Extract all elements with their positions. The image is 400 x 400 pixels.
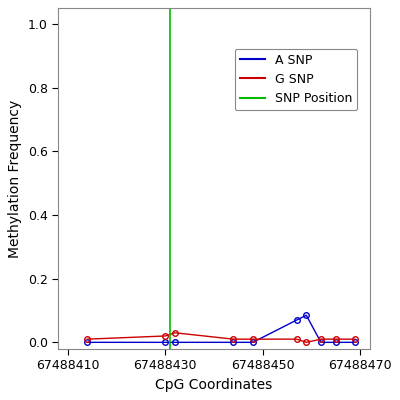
Legend: A SNP, G SNP, SNP Position: A SNP, G SNP, SNP Position	[235, 49, 357, 110]
X-axis label: CpG Coordinates: CpG Coordinates	[155, 378, 272, 392]
Y-axis label: Methylation Frequency: Methylation Frequency	[8, 99, 22, 258]
